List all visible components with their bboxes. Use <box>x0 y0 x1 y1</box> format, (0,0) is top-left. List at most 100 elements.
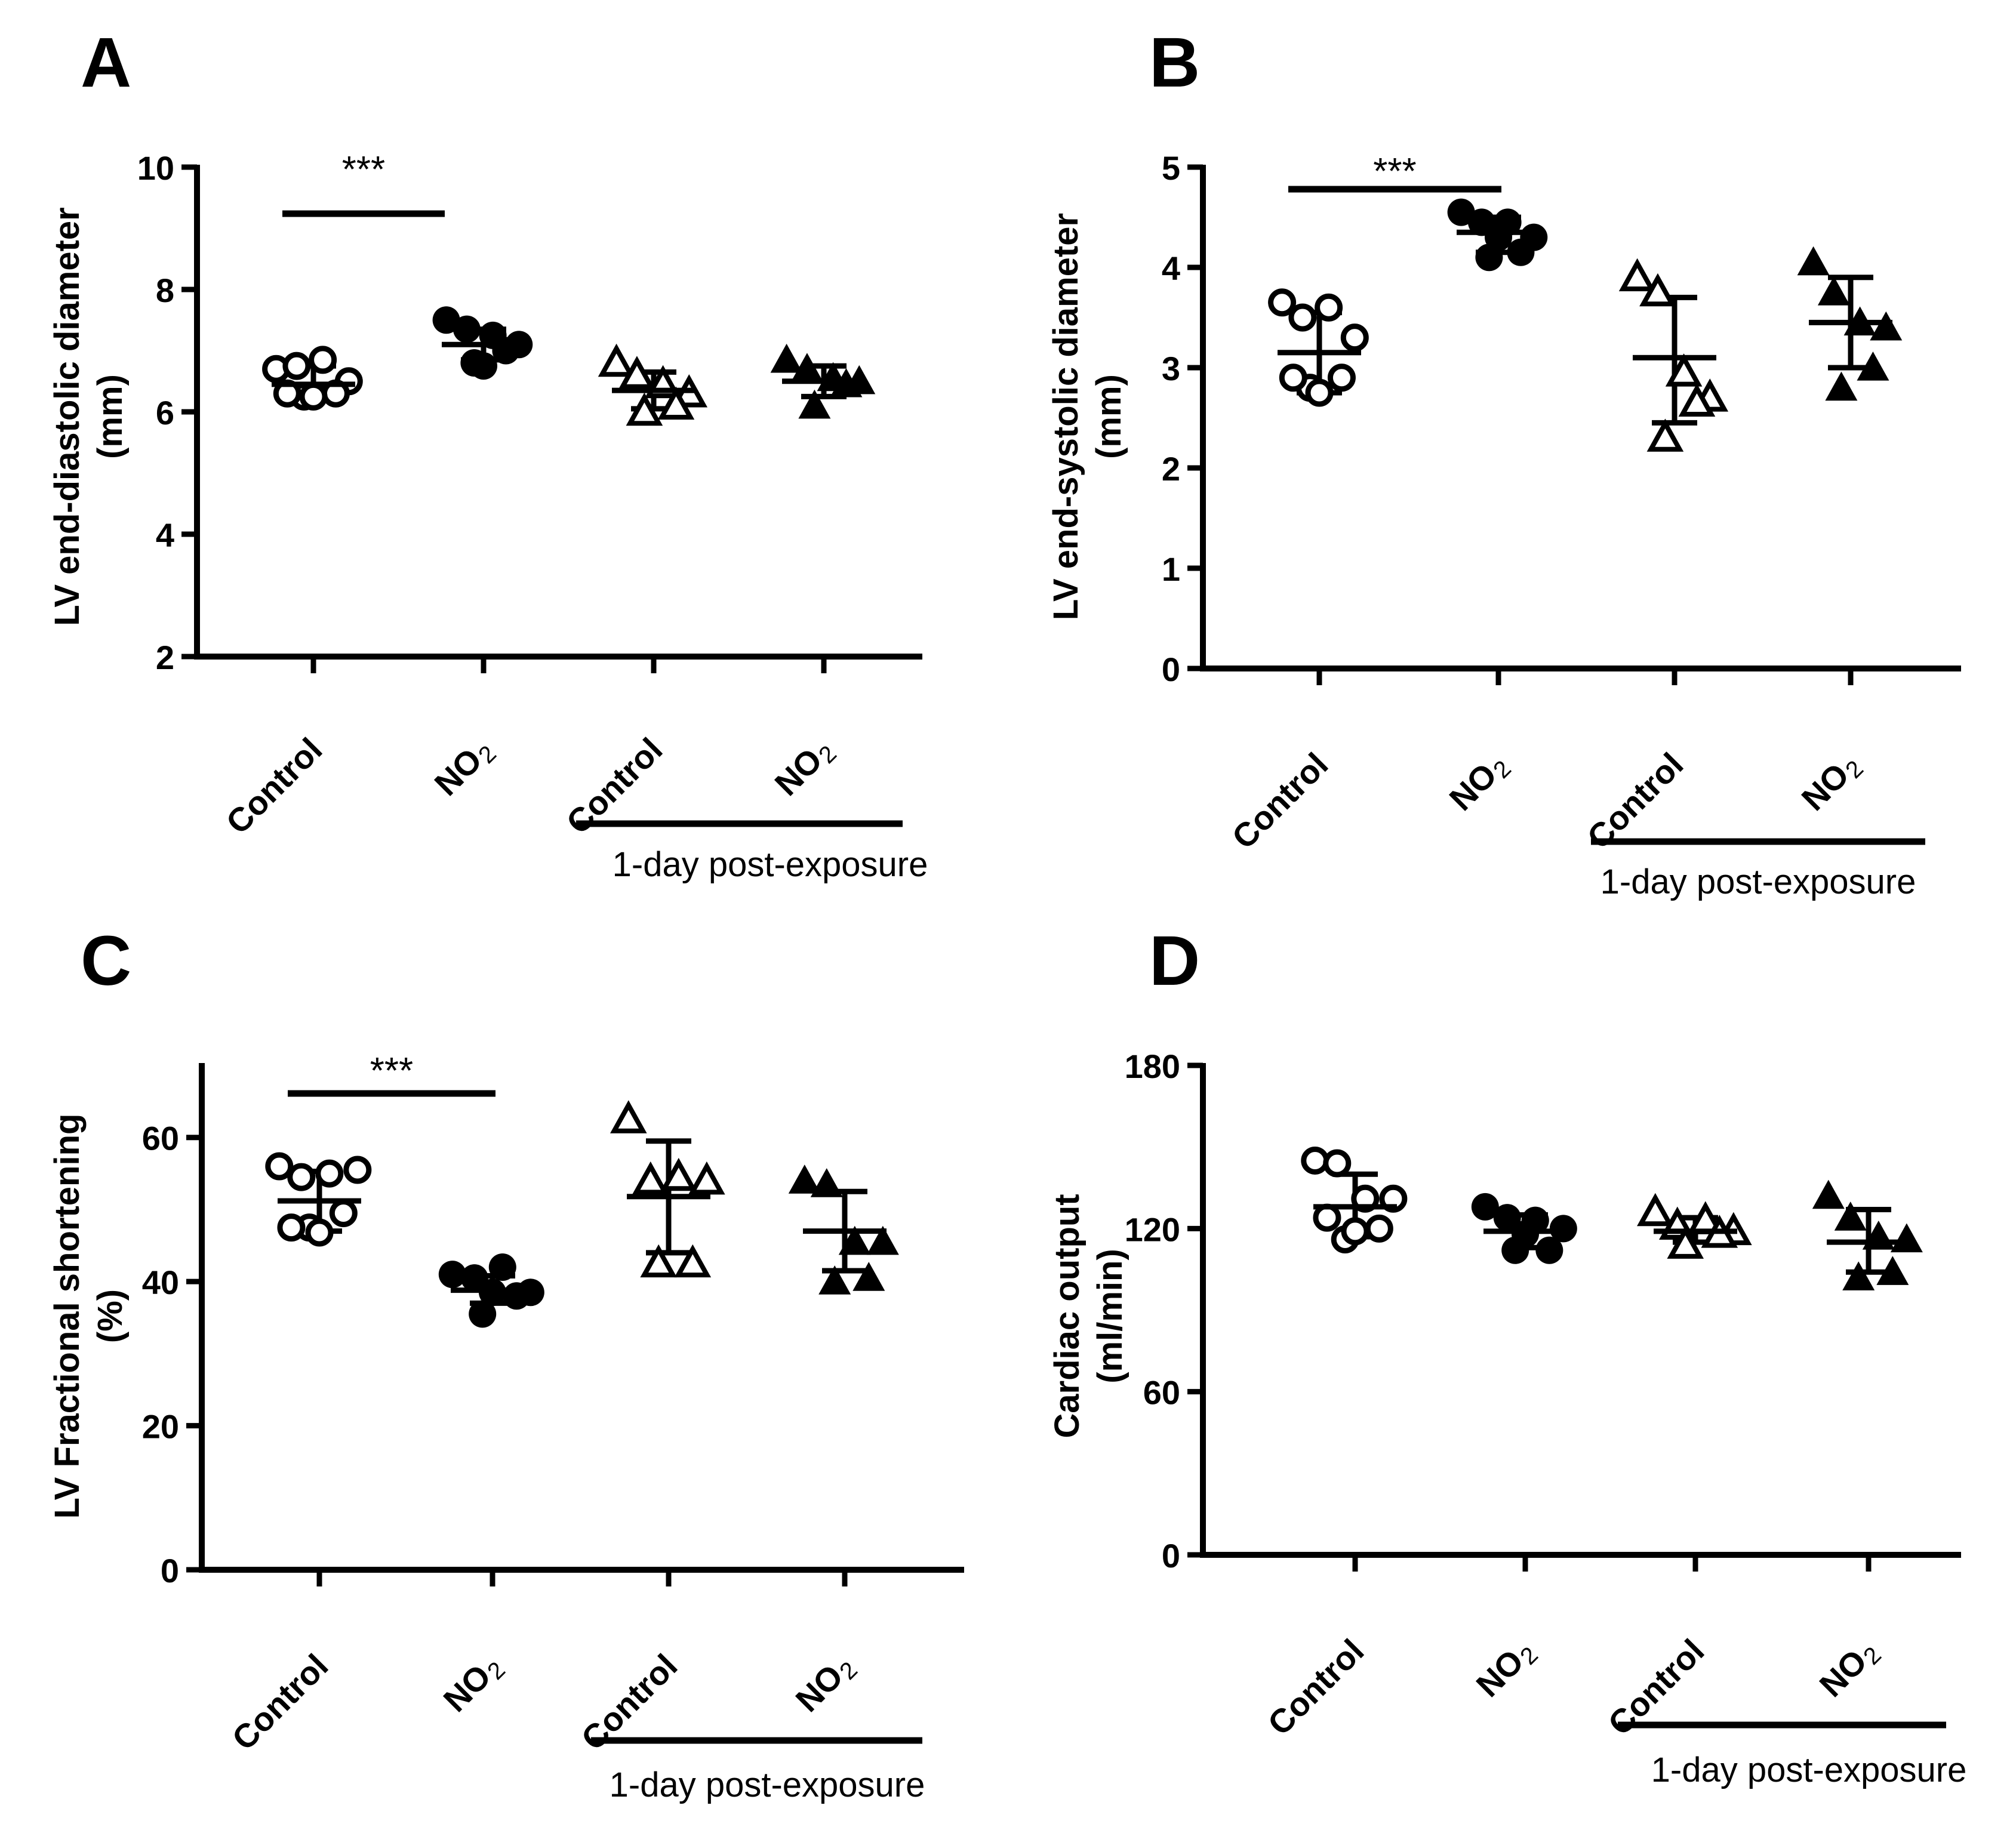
panel-b-data-point <box>1485 223 1512 251</box>
panel-a-data-point <box>299 382 328 411</box>
panel-a-data-point <box>626 392 663 426</box>
panel-d-y-tick-label: 0 <box>1162 1537 1180 1575</box>
panel-b-data-point <box>1639 273 1676 307</box>
panel-c-significance-label: *** <box>370 1050 413 1092</box>
panel-b-x-tick-label: NO2 <box>1794 745 1869 820</box>
panel-b-data-point <box>1315 293 1343 322</box>
panel-a-data-point <box>770 343 803 373</box>
panel-d-data-point <box>1834 1201 1867 1231</box>
panel-b-y-tick-label: 1 <box>1162 550 1180 588</box>
panel-c-data-point <box>305 1218 334 1247</box>
panel-d-data-point <box>1667 1225 1704 1259</box>
panel-a-y-axis-label-line: LV end-diastolic diameter <box>48 207 87 626</box>
panel-c-data-point <box>838 1225 871 1255</box>
panel-d-data-point <box>1637 1193 1674 1227</box>
panel-b-data-point <box>1678 383 1716 417</box>
panel-a-label: A <box>81 23 131 102</box>
panel-b-data-point <box>1797 246 1830 276</box>
panel-a-group-3 <box>598 343 708 426</box>
panel-d-data-point <box>1812 1179 1845 1209</box>
panel-d-data-point <box>1341 1217 1369 1246</box>
panel-a-group-2 <box>432 306 533 380</box>
panel-b-data-point <box>1327 363 1356 392</box>
panel-c-data-point <box>674 1244 712 1278</box>
panel-a-data-point <box>790 353 823 382</box>
panel-b-y-axis-label-line: (mm) <box>1089 374 1128 459</box>
panel-d-group-4 <box>1812 1179 1923 1290</box>
panel-c-data-point <box>343 1156 372 1184</box>
panel-c-x-tick-label-text: Control <box>224 1647 335 1757</box>
panel-a-significance-label: *** <box>342 149 385 190</box>
panel-b-data-point <box>1857 352 1889 381</box>
panel-a-data-point <box>309 346 337 374</box>
panel-b-data-point <box>1340 324 1369 352</box>
panel-c-data-point <box>488 1253 516 1281</box>
panel-d-x-tick-label: NO2 <box>1812 1632 1886 1706</box>
panel-b: B 0 1 2 3 4 5 LV end-systolic diameter (mm) Contr… <box>1047 23 1961 901</box>
panel-b-data-point <box>1646 418 1684 452</box>
panel-c-data-point <box>818 1265 851 1295</box>
panel-a-data-point <box>492 337 520 365</box>
panel-d-x-tick-label: Control <box>1260 1632 1371 1742</box>
panel-a-group-label: 1-day post-exposure <box>613 845 928 884</box>
panel-c-y-axis-label-line: (%) <box>91 1289 130 1343</box>
panel-c-y-tick-label: 0 <box>161 1552 179 1589</box>
panel-b-group-2 <box>1447 198 1548 272</box>
panel-c-y-axis-label-line: LV Fractional shortening <box>48 1114 87 1519</box>
panel-d-data-point <box>1842 1261 1875 1290</box>
panel-c-data-point <box>277 1213 306 1242</box>
panel-a-data-point <box>282 352 311 380</box>
panel-c-data-point <box>852 1262 885 1291</box>
panel-a-y-tick-label: 8 <box>156 272 174 309</box>
panel-d-label: D <box>1149 922 1200 1000</box>
panel-a-x-tick-label: NO2 <box>427 731 501 805</box>
panel-b-data-point <box>1305 378 1334 407</box>
panel-c-data-point <box>866 1225 899 1255</box>
panel-d-y-axis-label-line: Cardiac output <box>1048 1194 1087 1438</box>
panel-d: D 0 60 120 180 Cardiac output (ml/min) Control N… <box>1048 922 1966 1789</box>
panel-c-data-point <box>315 1159 344 1188</box>
panel-c-y-tick-label: 40 <box>142 1264 179 1301</box>
panel-d-data-point <box>1549 1215 1577 1243</box>
panel-a-y-tick-label: 2 <box>156 639 174 676</box>
panel-b-label: B <box>1149 23 1200 102</box>
panel-d-x-tick-label-text: Control <box>1260 1632 1371 1742</box>
panel-a-group-1 <box>262 346 363 411</box>
panel-c-y-axis-label: LV Fractional shortening (%) <box>48 1114 130 1519</box>
panel-b-group-label: 1-day post-exposure <box>1601 862 1916 901</box>
panel-a-data-point <box>798 389 831 419</box>
panel-a-y-axis-label-line: (mm) <box>91 374 130 459</box>
panel-d-data-point <box>1313 1203 1341 1232</box>
panel-c-data-point <box>788 1164 821 1194</box>
panel-c-y-tick-label: 20 <box>142 1408 179 1446</box>
panel-b-group-3 <box>1618 258 1729 452</box>
panel-b-data-point <box>1507 238 1535 266</box>
panel-a-data-point <box>618 356 655 389</box>
panel-a-x-tick-label: Control <box>218 731 329 841</box>
panel-b-y-axis-label-line: LV end-systolic diameter <box>1047 213 1085 620</box>
panel-c-data-point <box>469 1300 497 1328</box>
panel-b-data-point <box>1665 353 1703 387</box>
panel-d-y-tick-label: 60 <box>1143 1374 1180 1412</box>
panel-b-data-point <box>1618 258 1656 291</box>
panel-a-y-axis-label: LV end-diastolic diameter (mm) <box>48 207 130 626</box>
panel-b-data-point <box>1288 303 1317 332</box>
panel-a-y-tick-label: 4 <box>156 516 174 554</box>
panel-c-data-point <box>688 1161 725 1195</box>
panel-b-y-tick-label: 0 <box>1162 651 1180 688</box>
panel-d-data-point <box>1890 1223 1923 1253</box>
panel-c-x-tick-label: NO2 <box>436 1647 510 1721</box>
panel-b-data-point <box>1279 363 1307 392</box>
panel-b-y-tick-label: 5 <box>1162 149 1180 187</box>
panel-d-data-point <box>1471 1193 1499 1221</box>
panel-d-data-point <box>1512 1220 1539 1248</box>
panel-c: C 0 20 40 60 LV Fractional shortening (%) Contr… <box>48 922 964 1804</box>
panel-c-group-4 <box>788 1164 899 1295</box>
panel-b-data-point <box>1817 276 1850 306</box>
panel-a-data-point <box>470 352 497 380</box>
panel-c-group-label: 1-day post-exposure <box>610 1766 925 1804</box>
panel-d-group-2 <box>1471 1193 1577 1264</box>
panel-c-data-point <box>640 1244 677 1278</box>
panel-a-y-tick-label: 6 <box>156 394 174 432</box>
panel-a-x-tick-label: NO2 <box>767 731 842 805</box>
